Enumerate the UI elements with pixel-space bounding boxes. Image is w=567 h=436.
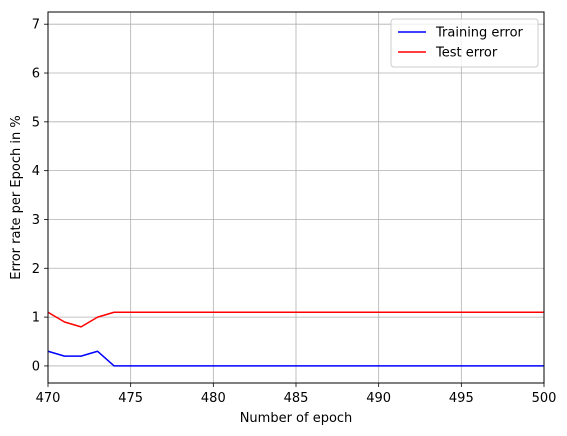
y-tick-label: 3: [32, 213, 40, 228]
y-axis-label: Error rate per Epoch in %: [9, 115, 24, 279]
y-tick-label: 4: [32, 164, 40, 179]
y-tick-label: 5: [32, 115, 40, 130]
x-tick-label: 480: [201, 391, 226, 406]
x-tick-label: 470: [36, 391, 61, 406]
y-tick-label: 2: [32, 262, 40, 277]
y-tick-label: 1: [32, 311, 40, 326]
legend: Training error Test error: [390, 18, 539, 68]
training-error-line: [47, 350, 544, 367]
x-axis-label: Number of epoch: [240, 411, 353, 426]
series-layer: [47, 311, 544, 367]
x-tick-label: 490: [366, 391, 391, 406]
legend-box: [390, 18, 539, 68]
x-tick-label: 495: [449, 391, 474, 406]
axis-ticks: 470 475 480 485 490 495 500 0 1 2 3 4 5 6 7: [32, 18, 557, 406]
legend-items: Training error Test error: [398, 26, 524, 61]
y-tick-label: 0: [32, 359, 40, 374]
x-tick-label: 485: [284, 391, 309, 406]
x-tick-label: 475: [118, 391, 143, 406]
legend-label-test-error: Test error: [435, 46, 498, 61]
y-tick-label: 7: [32, 18, 40, 33]
test-error-line: [47, 311, 544, 328]
legend-label-training-error: Training error: [435, 26, 524, 41]
y-tick-label: 6: [32, 67, 40, 82]
x-tick-label: 500: [532, 391, 557, 406]
